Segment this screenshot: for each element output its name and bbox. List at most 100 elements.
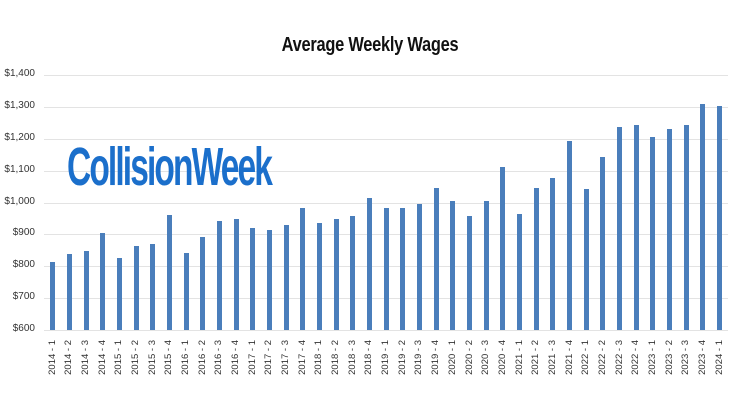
x-axis-tick-label: 2016 - 4	[229, 340, 241, 375]
bar	[350, 215, 356, 330]
x-axis-tick-label: 2019 - 4	[429, 340, 441, 375]
x-axis-tick-label: 2020 - 1	[446, 340, 458, 375]
x-axis-tick-label: 2016 - 3	[213, 340, 225, 375]
bar	[366, 197, 372, 330]
x-axis-tick-label: 2016 - 2	[196, 340, 208, 375]
bar	[300, 207, 306, 330]
x-axis-tick-label: 2014 - 1	[46, 340, 58, 375]
bar	[116, 257, 122, 330]
y-axis-tick-label: $800	[12, 259, 35, 270]
bar	[517, 214, 522, 330]
x-axis-tick-label: 2021 - 3	[546, 340, 558, 375]
x-axis-tick-label: 2019 - 3	[413, 340, 425, 375]
chart-title: Average Weekly Wages	[281, 34, 459, 56]
gridline	[44, 75, 728, 76]
x-axis-tick-label: 2020 - 4	[496, 340, 508, 375]
bar	[416, 203, 422, 330]
x-axis-tick-label: 2019 - 2	[396, 340, 408, 375]
x-axis-tick-label: 2014 - 4	[96, 340, 108, 375]
bar	[533, 187, 539, 330]
x-axis-tick-label: 2023 - 2	[663, 340, 675, 375]
y-axis-tick-label: $1,400	[4, 68, 35, 79]
bar	[400, 208, 406, 330]
x-axis-tick-label: 2015 - 2	[129, 340, 141, 375]
bar	[683, 125, 689, 330]
x-axis-tick-label: 2021 - 4	[563, 340, 575, 375]
x-axis-tick-label: 2022 - 4	[630, 340, 642, 375]
x-axis-tick-label: 2019 - 1	[379, 340, 391, 375]
y-axis-tick-label: $1,200	[4, 132, 35, 143]
x-axis-tick-label: 2022 - 2	[596, 340, 608, 375]
bar	[183, 252, 189, 330]
bar	[600, 156, 606, 330]
bar	[50, 262, 56, 330]
bar	[283, 224, 289, 330]
y-axis-tick-label: $1,300	[4, 100, 35, 111]
x-axis-tick-label: 2020 - 3	[479, 340, 491, 375]
x-axis-tick-label: 2015 - 3	[146, 340, 158, 375]
x-axis-tick-label: 2023 - 4	[696, 340, 708, 375]
bar	[166, 215, 172, 331]
x-axis-tick-label: 2023 - 3	[680, 340, 692, 375]
gridline	[44, 330, 728, 331]
gridline	[44, 203, 728, 204]
x-axis-tick-label: 2021 - 1	[513, 340, 525, 375]
gridline	[44, 171, 728, 172]
bar	[467, 215, 472, 330]
x-axis-tick-label: 2016 - 1	[179, 340, 191, 375]
bar	[717, 106, 722, 330]
bar	[667, 128, 672, 330]
gridline	[44, 107, 728, 108]
bar	[316, 222, 322, 330]
bar	[433, 187, 439, 330]
x-axis-tick-label: 2017 - 3	[279, 340, 291, 375]
x-axis-tick-label: 2015 - 4	[163, 340, 175, 375]
x-axis-tick-label: 2017 - 1	[246, 340, 258, 375]
bar	[216, 220, 222, 330]
x-axis-tick-label: 2022 - 3	[613, 340, 625, 375]
bar	[333, 219, 339, 330]
bar	[500, 167, 506, 330]
gridline	[44, 139, 728, 140]
bar	[550, 178, 556, 330]
x-axis-tick-label: 2020 - 2	[463, 340, 475, 375]
bar	[450, 200, 456, 330]
y-axis-tick-label: $600	[12, 323, 35, 334]
x-axis-tick-label: 2018 - 1	[313, 340, 325, 375]
y-axis-tick-label: $700	[12, 291, 35, 302]
y-axis-tick-label: $1,100	[4, 164, 35, 175]
x-axis-tick-label: 2014 - 3	[79, 340, 91, 375]
y-axis-tick-label: $900	[12, 227, 35, 238]
bar	[83, 250, 89, 330]
bar	[633, 125, 639, 330]
bar	[200, 236, 206, 330]
x-axis-tick-label: 2015 - 1	[113, 340, 125, 375]
bar	[483, 201, 489, 330]
bar	[617, 127, 622, 330]
bar	[583, 189, 589, 330]
bar	[383, 207, 389, 330]
x-axis-tick-label: 2018 - 3	[346, 340, 358, 375]
bar	[250, 228, 256, 330]
bar	[700, 103, 706, 330]
bar	[133, 245, 139, 330]
y-axis-tick-label: $1,000	[4, 196, 35, 207]
bar	[567, 141, 572, 330]
bar	[150, 243, 156, 330]
x-axis-tick-label: 2024 - 1	[713, 340, 725, 375]
x-axis-tick-label: 2017 - 4	[296, 340, 308, 375]
bar	[650, 137, 656, 330]
bar	[266, 230, 272, 330]
x-axis-tick-label: 2014 - 2	[63, 340, 75, 375]
x-axis-tick-label: 2018 - 4	[363, 340, 375, 375]
x-axis-tick-label: 2023 - 1	[646, 340, 658, 375]
x-axis-tick-label: 2021 - 2	[529, 340, 541, 375]
x-axis-tick-label: 2018 - 2	[329, 340, 341, 375]
collisionweek-logo: CollisionWeek	[67, 137, 273, 197]
bar	[66, 254, 72, 330]
x-axis-tick-label: 2022 - 1	[579, 340, 591, 375]
bar	[233, 218, 239, 330]
bar	[100, 233, 106, 330]
x-axis-tick-label: 2017 - 2	[263, 340, 275, 375]
